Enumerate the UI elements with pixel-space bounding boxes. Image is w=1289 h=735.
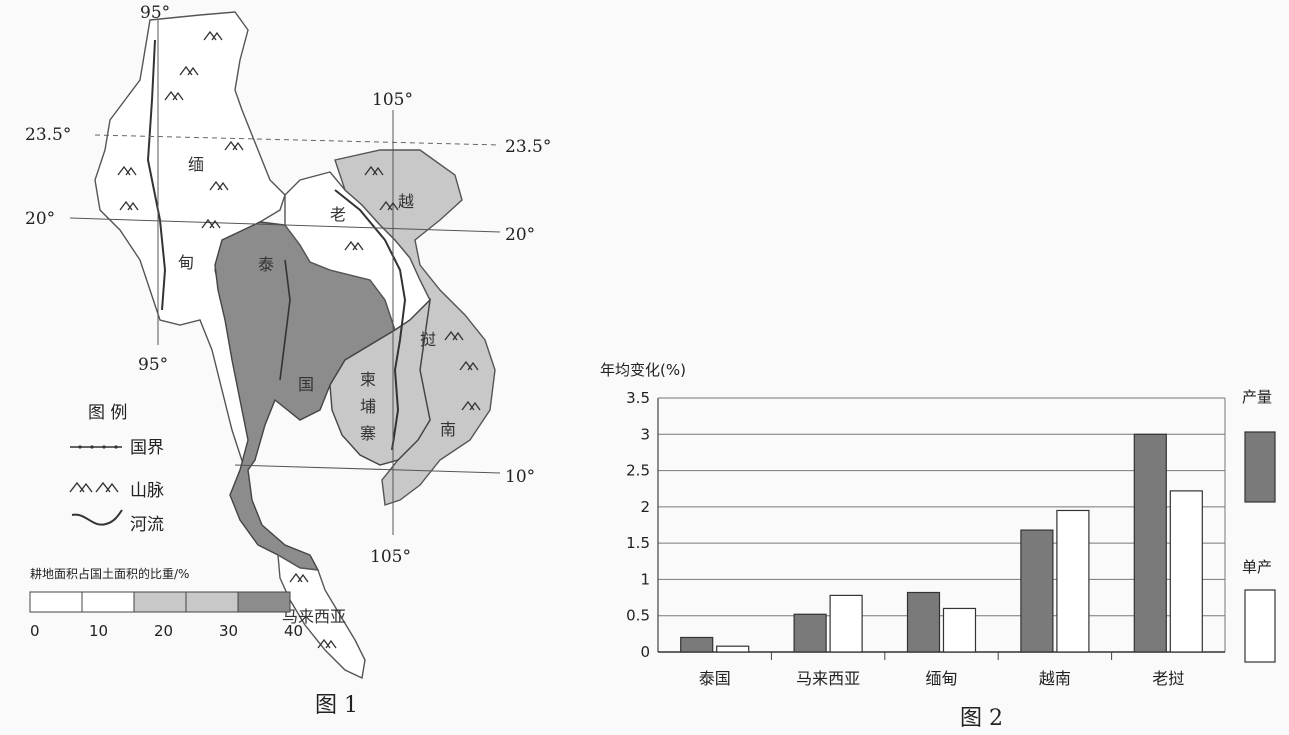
bar-yield [1056,509,1090,653]
y-tick-label: 0 [640,643,650,661]
legend-title: 图 例 [88,403,127,423]
parallel-23-5 [94,134,501,146]
lat-10-right: 10° [505,467,535,487]
legend-scale-bar [29,591,291,613]
label-cambodia-1: 柬 [360,370,376,389]
y-tick-label: 2.5 [626,462,650,480]
river-irrawaddy [146,39,167,311]
scale-segment [133,591,187,613]
x-category-label: 老挝 [1152,669,1184,688]
y-tick-label: 0.5 [626,607,650,625]
parallel-20 [69,217,501,233]
parallel-10 [234,464,501,474]
legend-scale-title: 耕地面积占国土面积的比重/% [30,566,189,581]
river-mekong [334,189,407,451]
chart-x-categories: 泰国 马来西亚 缅甸 越南 老挝 [699,669,1185,688]
scale-tick-label: 20 [154,622,173,640]
legend-river-label: 河流 [130,515,164,535]
legend-scale-ticks: 0 10 20 30 40 [30,622,303,640]
scale-tick-label: 10 [89,622,108,640]
cambodia-region [329,298,431,466]
y-tick-label: 2 [640,498,650,516]
label-laos: 老 [330,205,346,224]
label-cambodia-3: 寨 [360,424,376,443]
label-thailand-1: 泰 [258,255,274,274]
chart-bars [680,433,1203,653]
bar-yield [829,594,863,653]
lon-95-bottom: 95° [138,355,168,375]
river-chao-phraya [279,259,291,381]
malaysia-region [277,553,366,680]
label-myanmar-1: 缅 [188,155,204,174]
bar-output [793,613,827,653]
scale-segment [81,591,135,613]
scale-segment [185,591,239,613]
label-malaysia: 马来西亚 [282,607,346,626]
scale-segment [29,591,83,613]
legend-swatch-yield [1244,589,1276,663]
label-cambodia-2: 埔 [360,397,376,416]
bar-output [1133,433,1167,653]
label-vietnam-2: 南 [440,420,456,439]
bar-yield [716,645,750,653]
lat-20-right: 20° [505,225,535,245]
legend-mountain-icon [69,481,119,493]
scale-tick-label: 30 [219,622,238,640]
label-vietnam-1: 越 [398,192,414,211]
legend-border-symbol [70,445,122,449]
figure2-caption: 图 2 [960,706,1003,731]
mountain-symbols [117,30,481,649]
lon-95-top: 95° [140,3,170,23]
legend-mountain-label: 山脉 [130,481,164,501]
legend-river-icon [71,509,123,526]
x-category-label: 越南 [1039,669,1071,688]
x-category-label: 泰国 [699,669,731,688]
x-category-label: 缅甸 [925,669,957,688]
scale-segment [237,591,291,613]
bar-chart: 年均变化(%) 0 0.5 1 1.5 2 2.5 3 3.5 泰国 马来西亚 缅甸 越南 老挝 产量… [600,361,1276,731]
label-myanmar-2: 甸 [178,253,194,272]
bar-yield [1169,490,1203,653]
legend-swatch-output [1244,431,1276,503]
bar-output [680,636,714,653]
label-laos-e: 挝 [420,330,436,349]
chart-y-ticks: 0 0.5 1 1.5 2 2.5 3 3.5 [626,389,650,661]
y-tick-label: 3.5 [626,389,650,407]
x-category-label: 马来西亚 [796,669,860,688]
lon-105-bottom: 105° [370,547,411,567]
legend-label-yield: 单产 [1242,558,1272,576]
scale-tick-label: 0 [30,622,40,640]
legend-border-label: 国界 [130,438,164,458]
map-figure: 95° 95° 105° 105° 23.5° 23.5° 20° 20° 10… [25,3,551,718]
y-tick-label: 1.5 [626,534,650,552]
figure1-caption: 图 1 [315,693,358,718]
label-thailand-2: 国 [298,375,314,394]
vietnam-region [334,149,496,506]
scale-tick-label: 40 [284,622,303,640]
lat-23-5-left: 23.5° [25,125,71,145]
bar-yield [942,607,977,653]
lon-105-top: 105° [372,90,413,110]
bar-output [1020,529,1054,653]
lat-23-5-right: 23.5° [505,137,551,157]
lat-20-left: 20° [25,209,55,229]
chart-ylabel: 年均变化(%) [600,361,686,379]
bar-output [906,591,941,653]
legend-label-output: 产量 [1242,388,1272,406]
y-tick-label: 1 [640,570,650,588]
chart-gridlines [657,397,1226,660]
y-tick-label: 3 [640,425,650,443]
